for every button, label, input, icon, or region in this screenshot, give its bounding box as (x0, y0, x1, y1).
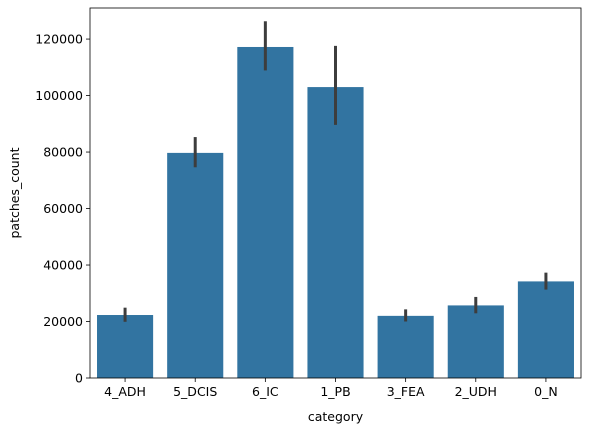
x-tick-label: 0_N (534, 384, 558, 399)
x-axis: 4_ADH 5_DCIS 6_IC 1_PB 3_FEA 2_UDH 0_N (104, 378, 558, 399)
y-tick-label: 0 (75, 371, 83, 386)
y-axis-label: patches_count (7, 147, 22, 238)
x-tick-label: 3_FEA (387, 384, 425, 399)
x-tick-label: 1_PB (320, 384, 350, 399)
y-tick-label: 80000 (43, 145, 83, 160)
y-tick-label: 40000 (43, 258, 83, 273)
x-tick-label: 6_IC (252, 384, 279, 399)
x-axis-label: category (308, 409, 364, 424)
bar-6_IC (237, 46, 294, 378)
bar-4_ADH (97, 315, 154, 378)
plot-area (97, 21, 574, 378)
bar-5_DCIS (167, 152, 224, 378)
bar-2_UDH (447, 305, 504, 378)
y-axis: 0 20000 40000 60000 80000 100000 120000 (35, 32, 90, 386)
x-tick-label: 5_DCIS (173, 384, 217, 399)
y-tick-label: 20000 (43, 314, 83, 329)
bar-0_N (517, 281, 574, 378)
bar-3_FEA (377, 315, 434, 378)
bar-1_PB (307, 87, 364, 378)
x-tick-label: 2_UDH (455, 384, 497, 399)
y-tick-label: 60000 (43, 201, 83, 216)
y-tick-label: 120000 (35, 32, 83, 47)
x-tick-label: 4_ADH (104, 384, 146, 399)
y-tick-label: 100000 (35, 88, 83, 103)
